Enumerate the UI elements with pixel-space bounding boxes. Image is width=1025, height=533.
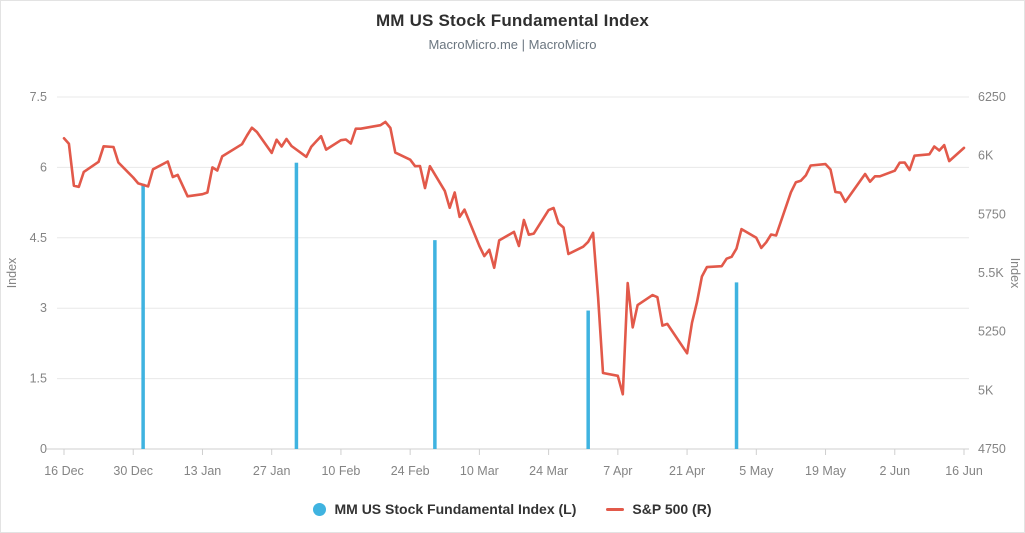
y-right-tick-label: 5.5K: [978, 266, 1004, 280]
x-tick-label: 30 Dec: [113, 464, 153, 478]
chart-legend: MM US Stock Fundamental Index (L) S&P 50…: [1, 501, 1024, 517]
x-axis-labels: 16 Dec 30 Dec 13 Jan 27 Jan 10 Feb 24 Feb 10 M…: [44, 464, 983, 478]
y-right-tick-label: 5K: [978, 383, 994, 397]
y-right-tick-label: 6K: [978, 149, 994, 163]
legend-item-fundamental-index[interactable]: MM US Stock Fundamental Index (L): [313, 501, 576, 517]
fundamental-index-bar[interactable]: [734, 282, 739, 449]
x-axis-ticks: [63, 449, 965, 455]
legend-label: S&P 500 (R): [632, 501, 712, 517]
y-left-tick-label: 3: [40, 301, 47, 315]
x-tick-label: 16 Jun: [945, 464, 983, 478]
y-right-tick-label: 6250: [978, 90, 1006, 104]
x-tick-label: 27 Jan: [253, 464, 291, 478]
fundamental-index-bar[interactable]: [294, 162, 299, 449]
x-tick-label: 19 May: [805, 464, 847, 478]
x-tick-label: 24 Feb: [391, 464, 430, 478]
y-left-tick-label: 7.5: [30, 90, 47, 104]
x-tick-label: 10 Feb: [321, 464, 360, 478]
y-right-tick-label: 5250: [978, 325, 1006, 339]
fundamental-index-bar[interactable]: [433, 240, 437, 449]
legend-item-sp500[interactable]: S&P 500 (R): [606, 501, 712, 517]
y-right-labels: 4750 5K 5250 5.5K 5750 6K 6250: [978, 90, 1006, 456]
fundamental-index-bar[interactable]: [586, 310, 590, 449]
y-left-tick-label: 1.5: [30, 372, 47, 386]
y-left-tick-label: 6: [40, 160, 47, 174]
gridlines: [46, 96, 969, 450]
x-tick-label: 21 Apr: [669, 464, 705, 478]
y-left-tick-label: 4.5: [30, 231, 47, 245]
blue-circle-icon: [313, 502, 327, 516]
y-right-tick-label: 4750: [978, 442, 1006, 456]
x-tick-label: 24 Mar: [529, 464, 568, 478]
x-tick-label: 16 Dec: [44, 464, 84, 478]
red-line-icon: [606, 507, 625, 511]
y-left-labels: 0 1.5 3 4.5 6 7.5: [30, 90, 47, 456]
y-left-tick-label: 0: [40, 442, 47, 456]
chart-subtitle: MacroMicro.me | MacroMicro: [428, 37, 597, 52]
y-right-axis-title: Index: [1008, 258, 1022, 289]
bar-series-fundamental-index: [141, 162, 739, 449]
y-left-axis-title: Index: [5, 257, 19, 288]
x-tick-label: 13 Jan: [184, 464, 222, 478]
line-series-sp500: [62, 120, 966, 396]
x-tick-label: 7 Apr: [603, 464, 632, 478]
x-tick-label: 5 May: [739, 464, 774, 478]
x-tick-label: 10 Mar: [460, 464, 499, 478]
chart-title: MM US Stock Fundamental Index: [375, 11, 650, 30]
x-tick-label: 2 Jun: [879, 464, 910, 478]
fundamental-index-bar[interactable]: [141, 183, 145, 449]
legend-label: MM US Stock Fundamental Index (L): [334, 501, 577, 517]
sp500-line[interactable]: [62, 120, 966, 396]
y-right-tick-label: 5750: [978, 207, 1006, 221]
